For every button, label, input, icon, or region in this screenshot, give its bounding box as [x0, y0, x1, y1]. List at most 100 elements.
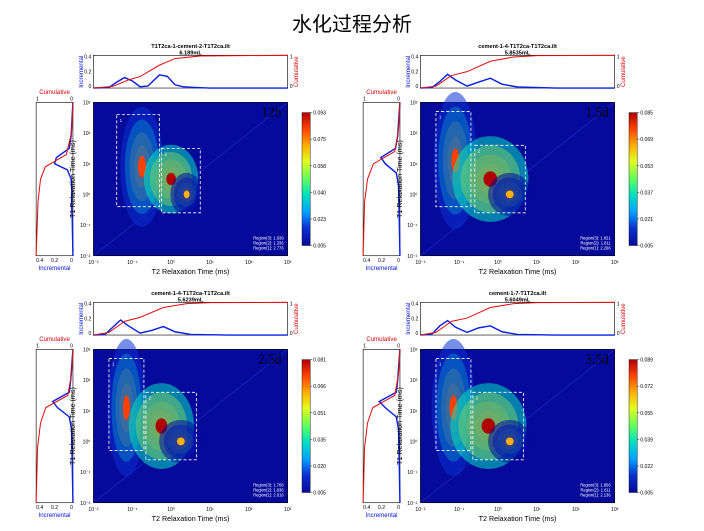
panel-grid: T1T2ca-1-cement-2-T1T2ca.ilt6.189mL0.40.…	[0, 41, 704, 531]
svg-text:Region(1): 2.266: Region(1): 2.266	[580, 246, 611, 251]
svg-text:Region(1): 2.776: Region(1): 2.776	[253, 246, 284, 251]
svg-text:10⁻²: 10⁻²	[407, 501, 417, 507]
svg-text:0: 0	[70, 344, 73, 350]
svg-text:cement-1-4-T1T2ca-T1T2ca.ilt: cement-1-4-T1T2ca-T1T2ca.ilt	[478, 44, 557, 50]
svg-text:10⁻²: 10⁻²	[88, 507, 98, 513]
svg-text:0.023: 0.023	[313, 217, 326, 223]
svg-text:Cumulative: Cumulative	[620, 303, 627, 334]
svg-text:Cumulative: Cumulative	[620, 56, 627, 87]
panel-12h: T1T2ca-1-cement-2-T1T2ca.ilt6.189mL0.40.…	[30, 41, 347, 278]
svg-text:10⁻²: 10⁻²	[407, 254, 417, 260]
svg-text:10³: 10³	[284, 260, 292, 266]
svg-text:10⁻¹: 10⁻¹	[80, 470, 90, 476]
svg-text:0: 0	[416, 331, 419, 337]
svg-text:0.055: 0.055	[640, 411, 653, 417]
svg-text:2.5d: 2.5d	[258, 352, 282, 367]
svg-text:0.2: 0.2	[51, 258, 58, 264]
svg-text:0.022: 0.022	[640, 464, 653, 470]
svg-text:0.089: 0.089	[640, 358, 653, 364]
svg-text:0: 0	[416, 84, 419, 90]
svg-text:0.037: 0.037	[640, 190, 653, 196]
svg-text:10⁻¹: 10⁻¹	[407, 470, 417, 476]
svg-text:0: 0	[70, 258, 73, 264]
svg-text:10²: 10²	[410, 131, 418, 137]
svg-text:1: 1	[363, 96, 366, 102]
svg-text:0.005: 0.005	[313, 491, 326, 497]
svg-text:cement-1-4-T1T2ca-T1T2ca.ilt: cement-1-4-T1T2ca-T1T2ca.ilt	[151, 291, 230, 297]
svg-text:0.2: 0.2	[51, 505, 58, 511]
svg-text:10⁻²: 10⁻²	[88, 260, 98, 266]
panel-2-5d: cement-1-4-T1T2ca-T1T2ca.ilt5.6239mL0.40…	[30, 288, 347, 525]
svg-text:10¹: 10¹	[83, 409, 91, 415]
svg-text:10²: 10²	[410, 378, 418, 384]
svg-text:0.2: 0.2	[411, 317, 418, 323]
svg-text:10¹: 10¹	[83, 162, 91, 168]
svg-text:0: 0	[70, 505, 73, 511]
panel-3-5d: cement-1-7-T1T2ca.ilt5.6049mL0.40.2010In…	[357, 288, 674, 525]
svg-text:10³: 10³	[284, 507, 292, 513]
svg-text:0.4: 0.4	[411, 302, 418, 308]
svg-text:0.2: 0.2	[378, 258, 385, 264]
svg-text:10⁻¹: 10⁻¹	[454, 260, 464, 266]
svg-text:0.4: 0.4	[84, 54, 91, 60]
svg-text:Incremental: Incremental	[39, 512, 71, 519]
svg-text:10¹: 10¹	[206, 260, 214, 266]
svg-text:12h: 12h	[262, 105, 282, 120]
svg-text:0.4: 0.4	[36, 258, 43, 264]
svg-text:Incremental: Incremental	[366, 512, 398, 519]
svg-text:10³: 10³	[83, 348, 91, 354]
svg-text:10²: 10²	[572, 507, 580, 513]
svg-text:0.066: 0.066	[313, 384, 326, 390]
svg-text:1: 1	[363, 344, 366, 350]
page-title: 水化过程分析	[0, 0, 704, 41]
svg-text:0.058: 0.058	[313, 164, 326, 170]
svg-text:Incremental: Incremental	[78, 56, 85, 88]
svg-text:10³: 10³	[611, 260, 619, 266]
svg-text:Region(1): 2.136: Region(1): 2.136	[580, 493, 611, 498]
svg-text:Cumulative: Cumulative	[366, 89, 397, 96]
svg-text:0.020: 0.020	[313, 464, 326, 470]
svg-text:1: 1	[36, 96, 39, 102]
svg-text:0.051: 0.051	[313, 411, 326, 417]
svg-text:T2 Relaxation Time (ms): T2 Relaxation Time (ms)	[152, 515, 230, 523]
svg-text:10¹: 10¹	[206, 507, 214, 513]
svg-text:0.085: 0.085	[640, 111, 653, 117]
svg-text:Cumulative: Cumulative	[293, 56, 300, 87]
svg-text:Incremental: Incremental	[405, 303, 412, 335]
svg-text:0.093: 0.093	[313, 111, 326, 117]
svg-text:T1 Relaxation Time (ms): T1 Relaxation Time (ms)	[69, 140, 77, 218]
svg-text:Cumulative: Cumulative	[366, 336, 397, 343]
svg-text:10²: 10²	[572, 260, 580, 266]
svg-text:10⁰: 10⁰	[494, 507, 502, 513]
svg-text:10²: 10²	[83, 378, 91, 384]
svg-text:0.4: 0.4	[36, 505, 43, 511]
svg-text:cement-1-7-T1T2ca.ilt: cement-1-7-T1T2ca.ilt	[489, 291, 546, 297]
svg-text:10⁻¹: 10⁻¹	[80, 223, 90, 229]
svg-text:T1 Relaxation Time (ms): T1 Relaxation Time (ms)	[69, 387, 77, 465]
svg-text:0.2: 0.2	[378, 505, 385, 511]
svg-text:0.021: 0.021	[640, 217, 653, 223]
svg-text:Cumulative: Cumulative	[293, 303, 300, 334]
svg-text:0: 0	[397, 258, 400, 264]
svg-text:0.2: 0.2	[84, 317, 91, 323]
svg-text:0.075: 0.075	[313, 137, 326, 143]
svg-text:0: 0	[70, 96, 73, 102]
svg-text:Cumulative: Cumulative	[39, 89, 70, 96]
svg-text:1.5d: 1.5d	[585, 105, 609, 120]
svg-text:10⁻²: 10⁻²	[80, 501, 90, 507]
svg-text:10⁰: 10⁰	[167, 507, 175, 513]
svg-text:0.081: 0.081	[313, 358, 326, 364]
svg-text:10⁰: 10⁰	[83, 440, 91, 446]
svg-text:0.005: 0.005	[313, 244, 326, 250]
svg-text:0: 0	[397, 344, 400, 350]
svg-text:Incremental: Incremental	[39, 265, 71, 272]
svg-text:T1 Relaxation Time (ms): T1 Relaxation Time (ms)	[396, 387, 404, 465]
svg-text:10⁰: 10⁰	[410, 440, 418, 446]
svg-text:0.005: 0.005	[640, 244, 653, 250]
svg-text:Incremental: Incremental	[405, 56, 412, 88]
svg-text:10⁻²: 10⁻²	[80, 254, 90, 260]
svg-text:Incremental: Incremental	[78, 303, 85, 335]
svg-text:0.005: 0.005	[640, 491, 653, 497]
svg-text:10¹: 10¹	[410, 409, 418, 415]
svg-text:10²: 10²	[83, 131, 91, 137]
